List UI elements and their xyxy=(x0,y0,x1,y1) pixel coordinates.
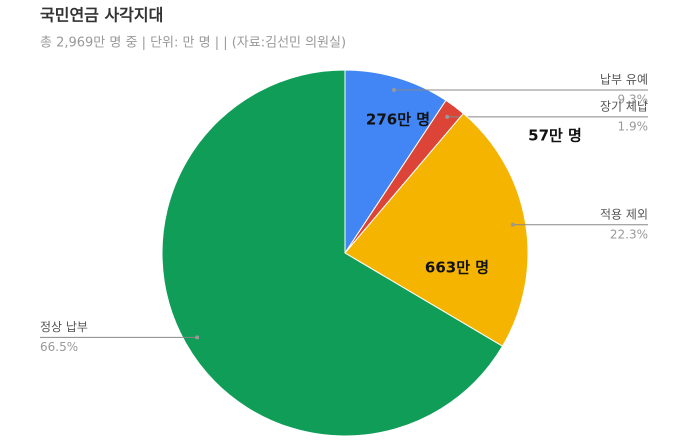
legend-label: 장기 체납 xyxy=(600,99,648,113)
callout-dot xyxy=(392,88,397,93)
pie-slice xyxy=(344,69,447,255)
legend-label: 적용 제외 xyxy=(600,207,648,221)
slice-label: 276만 명 xyxy=(366,111,430,129)
percent-label: 9.3% xyxy=(618,93,649,107)
callout-dot xyxy=(445,114,450,119)
pie-slice xyxy=(344,112,529,347)
legend-label: 정상 납부 xyxy=(40,320,88,334)
chart-title: 국민연금 사각지대 xyxy=(40,6,163,25)
slice-label: 57만 명 xyxy=(528,127,582,145)
percent-label: 1.9% xyxy=(618,119,649,133)
pie-slice xyxy=(161,69,504,437)
slice-label: 663만 명 xyxy=(425,259,489,277)
legend-label: 납부 유예 xyxy=(600,73,648,87)
chart-subtitle: 총 2,969만 명 중 | 단위: 만 명 | | (자료:김선민 의원실) xyxy=(40,36,346,51)
callout-dot xyxy=(195,335,200,340)
percent-label: 22.3% xyxy=(610,227,648,241)
callout-dot xyxy=(510,222,515,227)
percent-label: 66.5% xyxy=(40,340,78,354)
